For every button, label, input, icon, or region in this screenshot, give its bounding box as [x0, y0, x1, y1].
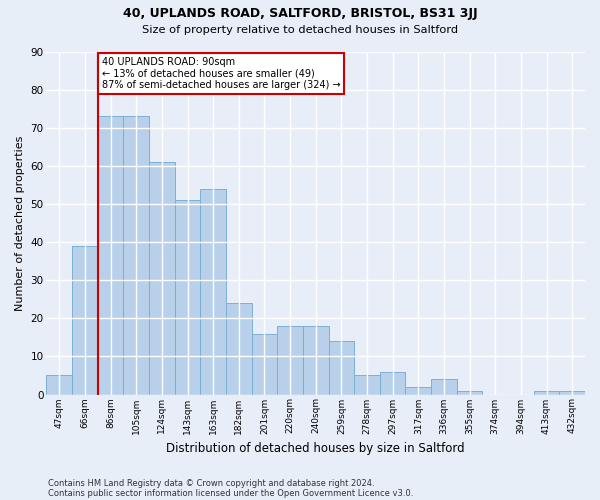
Bar — [200, 188, 226, 394]
Bar — [124, 116, 149, 394]
Text: Contains HM Land Registry data © Crown copyright and database right 2024.: Contains HM Land Registry data © Crown c… — [48, 478, 374, 488]
Bar — [380, 372, 406, 394]
Bar — [406, 387, 431, 394]
Bar — [354, 376, 380, 394]
Text: 40 UPLANDS ROAD: 90sqm
← 13% of detached houses are smaller (49)
87% of semi-det: 40 UPLANDS ROAD: 90sqm ← 13% of detached… — [101, 57, 340, 90]
Bar — [251, 334, 277, 394]
Bar — [431, 380, 457, 394]
Bar — [303, 326, 329, 394]
Y-axis label: Number of detached properties: Number of detached properties — [15, 136, 25, 310]
Bar — [98, 116, 124, 394]
Bar — [534, 390, 559, 394]
Text: Size of property relative to detached houses in Saltford: Size of property relative to detached ho… — [142, 25, 458, 35]
Bar — [175, 200, 200, 394]
Bar — [72, 246, 98, 394]
Bar — [46, 376, 72, 394]
Text: Contains public sector information licensed under the Open Government Licence v3: Contains public sector information licen… — [48, 488, 413, 498]
Bar — [457, 390, 482, 394]
Bar — [149, 162, 175, 394]
Bar — [277, 326, 303, 394]
Bar — [329, 341, 354, 394]
Bar — [559, 390, 585, 394]
Bar — [226, 303, 251, 394]
X-axis label: Distribution of detached houses by size in Saltford: Distribution of detached houses by size … — [166, 442, 465, 455]
Text: 40, UPLANDS ROAD, SALTFORD, BRISTOL, BS31 3JJ: 40, UPLANDS ROAD, SALTFORD, BRISTOL, BS3… — [122, 8, 478, 20]
